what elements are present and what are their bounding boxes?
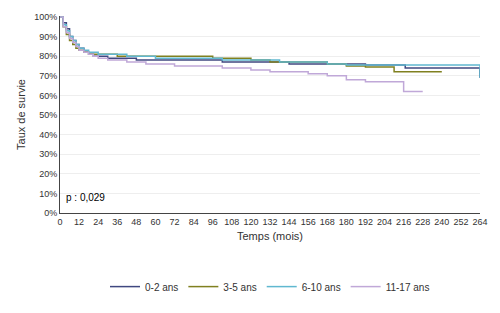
svg-text:192: 192 [358, 217, 373, 227]
svg-text:70%: 70% [39, 71, 57, 81]
svg-text:20%: 20% [39, 169, 57, 179]
svg-text:30%: 30% [39, 149, 57, 159]
svg-text:228: 228 [415, 217, 430, 227]
svg-text:24: 24 [93, 217, 103, 227]
svg-text:Temps (mois): Temps (mois) [237, 230, 303, 242]
svg-text:50%: 50% [39, 110, 57, 120]
svg-text:0: 0 [57, 217, 62, 227]
svg-text:168: 168 [320, 217, 335, 227]
svg-text:156: 156 [301, 217, 316, 227]
svg-text:p : 0,029: p : 0,029 [66, 192, 105, 203]
svg-text:120: 120 [243, 217, 258, 227]
svg-text:84: 84 [189, 217, 199, 227]
svg-text:90%: 90% [39, 32, 57, 42]
svg-text:80%: 80% [39, 51, 57, 61]
svg-text:204: 204 [377, 217, 392, 227]
svg-text:Taux de survie: Taux de survie [15, 79, 27, 150]
svg-text:132: 132 [262, 217, 277, 227]
svg-text:240: 240 [434, 217, 449, 227]
svg-text:144: 144 [282, 217, 297, 227]
svg-text:36: 36 [112, 217, 122, 227]
svg-text:252: 252 [453, 217, 468, 227]
svg-text:10%: 10% [39, 189, 57, 199]
svg-text:0-2 ans: 0-2 ans [145, 282, 178, 293]
svg-text:96: 96 [208, 217, 218, 227]
svg-text:100%: 100% [34, 12, 57, 22]
svg-text:6-10 ans: 6-10 ans [302, 282, 341, 293]
svg-text:216: 216 [396, 217, 411, 227]
svg-text:264: 264 [472, 217, 487, 227]
svg-text:60%: 60% [39, 91, 57, 101]
svg-text:3-5 ans: 3-5 ans [223, 282, 256, 293]
svg-text:48: 48 [131, 217, 141, 227]
svg-text:108: 108 [224, 217, 239, 227]
svg-text:0%: 0% [44, 208, 57, 218]
svg-text:60: 60 [150, 217, 160, 227]
svg-text:11-17 ans: 11-17 ans [386, 282, 430, 293]
svg-text:40%: 40% [39, 130, 57, 140]
svg-text:180: 180 [339, 217, 354, 227]
svg-text:12: 12 [74, 217, 84, 227]
svg-text:72: 72 [170, 217, 180, 227]
